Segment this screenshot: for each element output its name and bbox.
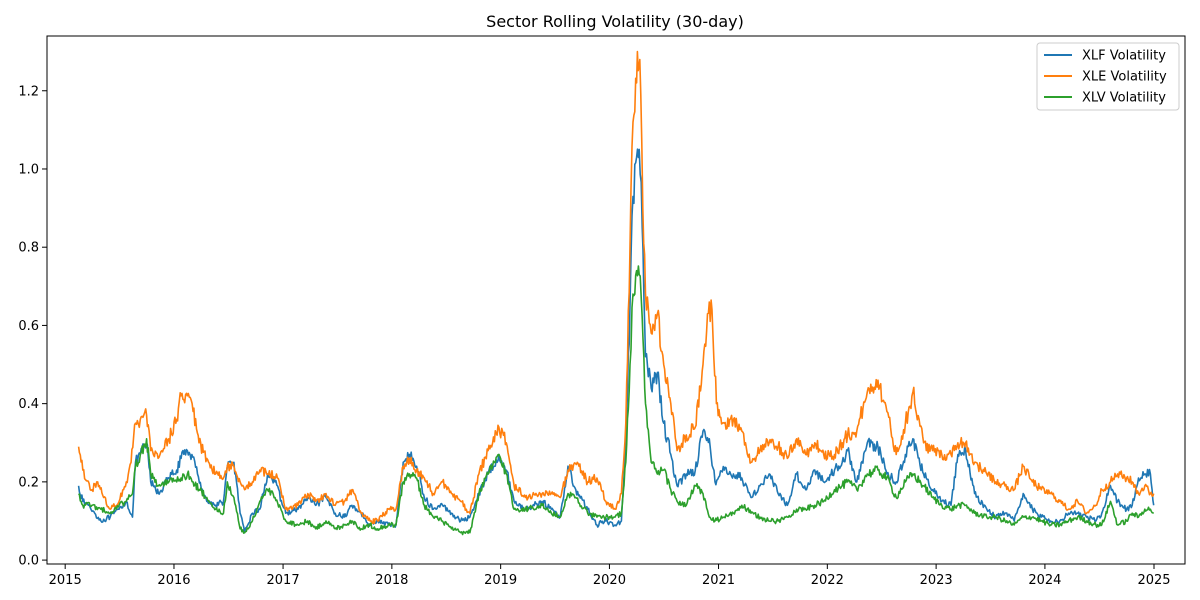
x-tick-label: 2023 (920, 573, 953, 588)
x-tick-label: 2024 (1028, 573, 1061, 588)
x-tick-label: 2021 (702, 573, 735, 588)
x-tick-label: 2016 (157, 573, 190, 588)
x-tick-label: 2015 (49, 573, 82, 588)
x-tick-label: 2022 (811, 573, 844, 588)
legend-label: XLV Volatility (1082, 91, 1166, 106)
x-tick-label: 2018 (375, 573, 408, 588)
y-tick-label: 0.6 (18, 319, 39, 334)
legend: XLF Volatility XLE Volatility XLV Volatili… (1036, 42, 1180, 111)
legend-label: XLF Volatility (1082, 49, 1166, 64)
y-axis: 0.0 0.2 0.4 0.6 0.8 1.0 1.2 (18, 84, 47, 569)
x-tick-label: 2017 (267, 573, 300, 588)
plot-frame (46, 35, 1186, 565)
y-tick-label: 0.8 (18, 241, 39, 256)
x-tick-label: 2019 (484, 573, 517, 588)
chart-title: Sector Rolling Volatility (30-day) (486, 12, 744, 31)
series-line-xle-volatility (77, 50, 1155, 525)
y-tick-label: 0.2 (18, 475, 39, 490)
legend-label: XLE Volatility (1082, 70, 1167, 85)
y-tick-label: 0.4 (18, 397, 39, 412)
series-line-xlv-volatility (77, 265, 1154, 536)
series-line-xlf-volatility (77, 148, 1155, 534)
x-tick-label: 2025 (1137, 573, 1170, 588)
series-layer (77, 50, 1155, 536)
y-tick-label: 1.0 (18, 162, 39, 177)
y-tick-label: 1.2 (18, 84, 39, 99)
y-tick-label: 0.0 (18, 554, 39, 569)
x-axis: 2015 2016 2017 2018 2019 2020 2021 2022 2023 2024… (49, 564, 1171, 588)
legend-box (1036, 42, 1180, 111)
x-tick-label: 2020 (593, 573, 626, 588)
